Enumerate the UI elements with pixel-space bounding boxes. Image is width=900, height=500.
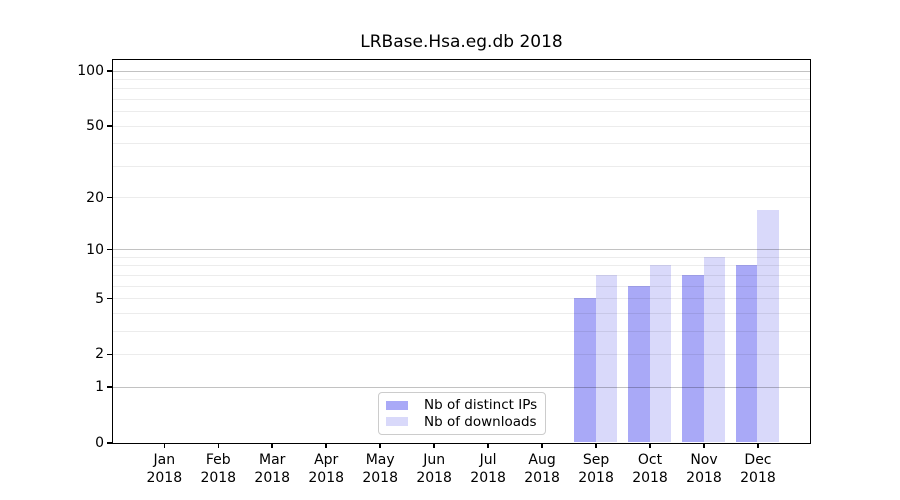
legend-label-downloads: Nb of downloads <box>424 413 537 430</box>
bar-oct-downloads <box>649 265 672 443</box>
x-tick-label-apr: Apr 2018 <box>308 452 345 486</box>
x-tick-label-jul: Jul 2018 <box>470 452 506 486</box>
y-tick-50 <box>107 125 112 127</box>
bar-sep-downloads <box>595 274 618 443</box>
x-tick-jan <box>163 443 166 448</box>
y-tick-5 <box>107 297 112 300</box>
legend-row-distinct-ips: Nb of distinct IPs <box>386 397 539 414</box>
legend-label-distinct-ips: Nb of distinct IPs <box>424 397 538 414</box>
gridline-y-7 <box>112 274 810 276</box>
gridline-y-10 <box>112 249 810 251</box>
y-tick-label-50: 50 <box>86 118 104 135</box>
y-tick-label-10: 10 <box>86 241 104 258</box>
x-tick-may <box>379 443 381 448</box>
x-tick-mar <box>271 443 273 448</box>
legend-swatch-distinct-ips <box>386 400 408 410</box>
gridline-y-1 <box>112 386 810 388</box>
gridline-y-90 <box>112 78 810 80</box>
legend: Nb of distinct IPs Nb of downloads <box>378 392 546 435</box>
x-tick-label-aug: Aug 2018 <box>524 452 560 486</box>
legend-swatch-downloads <box>386 417 408 427</box>
gridline-y-5 <box>112 298 810 300</box>
gridline-y-40 <box>112 143 810 145</box>
x-tick-nov <box>703 443 705 448</box>
gridline-y-20 <box>112 197 810 199</box>
y-tick-label-1: 1 <box>95 379 104 396</box>
y-tick-20 <box>107 196 112 199</box>
x-tick-apr <box>325 443 327 448</box>
gridline-y-6 <box>112 285 810 287</box>
x-tick-sep <box>595 443 597 448</box>
x-tick-label-nov: Nov 2018 <box>686 452 722 486</box>
gridline-y-30 <box>112 165 810 167</box>
x-tick-feb <box>217 443 220 448</box>
bar-dec-distinct-ips <box>735 265 758 443</box>
x-tick-aug <box>541 443 543 448</box>
x-tick-label-feb: Feb 2018 <box>200 452 237 486</box>
chart-title: LRBase.Hsa.eg.db 2018 <box>360 32 563 52</box>
gridline-y-2 <box>112 353 810 355</box>
plot-area <box>111 58 811 444</box>
gridline-y-3 <box>112 330 810 332</box>
bar-nov-downloads <box>703 256 725 443</box>
x-tick-label-dec: Dec 2018 <box>740 452 776 486</box>
x-tick-label-jun: Jun 2018 <box>416 452 452 486</box>
y-tick-label-0: 0 <box>95 435 104 451</box>
y-tick-1 <box>107 386 112 388</box>
x-tick-label-may: May 2018 <box>362 452 398 486</box>
y-tick-label-20: 20 <box>86 189 104 206</box>
bar-sep-distinct-ips <box>574 298 596 443</box>
y-tick-2 <box>107 353 112 356</box>
gridline-y-60 <box>112 111 810 113</box>
gridline-y-80 <box>112 88 810 90</box>
x-tick-oct <box>649 443 651 448</box>
bars-layer <box>113 60 810 443</box>
x-tick-jul <box>487 443 489 448</box>
y-tick-label-2: 2 <box>95 346 104 363</box>
y-tick-100 <box>107 70 112 72</box>
bar-oct-distinct-ips <box>628 285 650 443</box>
gridline-y-70 <box>112 98 810 100</box>
x-tick-label-mar: Mar 2018 <box>254 452 291 486</box>
grid-layer <box>112 60 810 443</box>
gridline-y-8 <box>112 265 810 267</box>
gridline-y-9 <box>112 256 810 258</box>
legend-row-downloads: Nb of downloads <box>386 414 539 431</box>
gridline-y-50 <box>112 125 810 127</box>
y-tick-label-100: 100 <box>77 63 104 79</box>
gridline-y-100 <box>112 70 810 72</box>
y-tick-label-5: 5 <box>95 290 104 307</box>
x-tick-label-sep: Sep 2018 <box>578 452 614 486</box>
x-tick-dec <box>757 443 759 448</box>
x-tick-label-oct: Oct 2018 <box>632 452 668 486</box>
bar-dec-downloads <box>757 209 779 443</box>
y-tick-0 <box>107 442 112 444</box>
x-tick-label-jan: Jan 2018 <box>146 452 183 486</box>
gridline-y-4 <box>112 312 810 314</box>
bar-nov-distinct-ips <box>682 274 704 443</box>
x-tick-jun <box>433 443 435 448</box>
y-tick-10 <box>107 248 112 251</box>
